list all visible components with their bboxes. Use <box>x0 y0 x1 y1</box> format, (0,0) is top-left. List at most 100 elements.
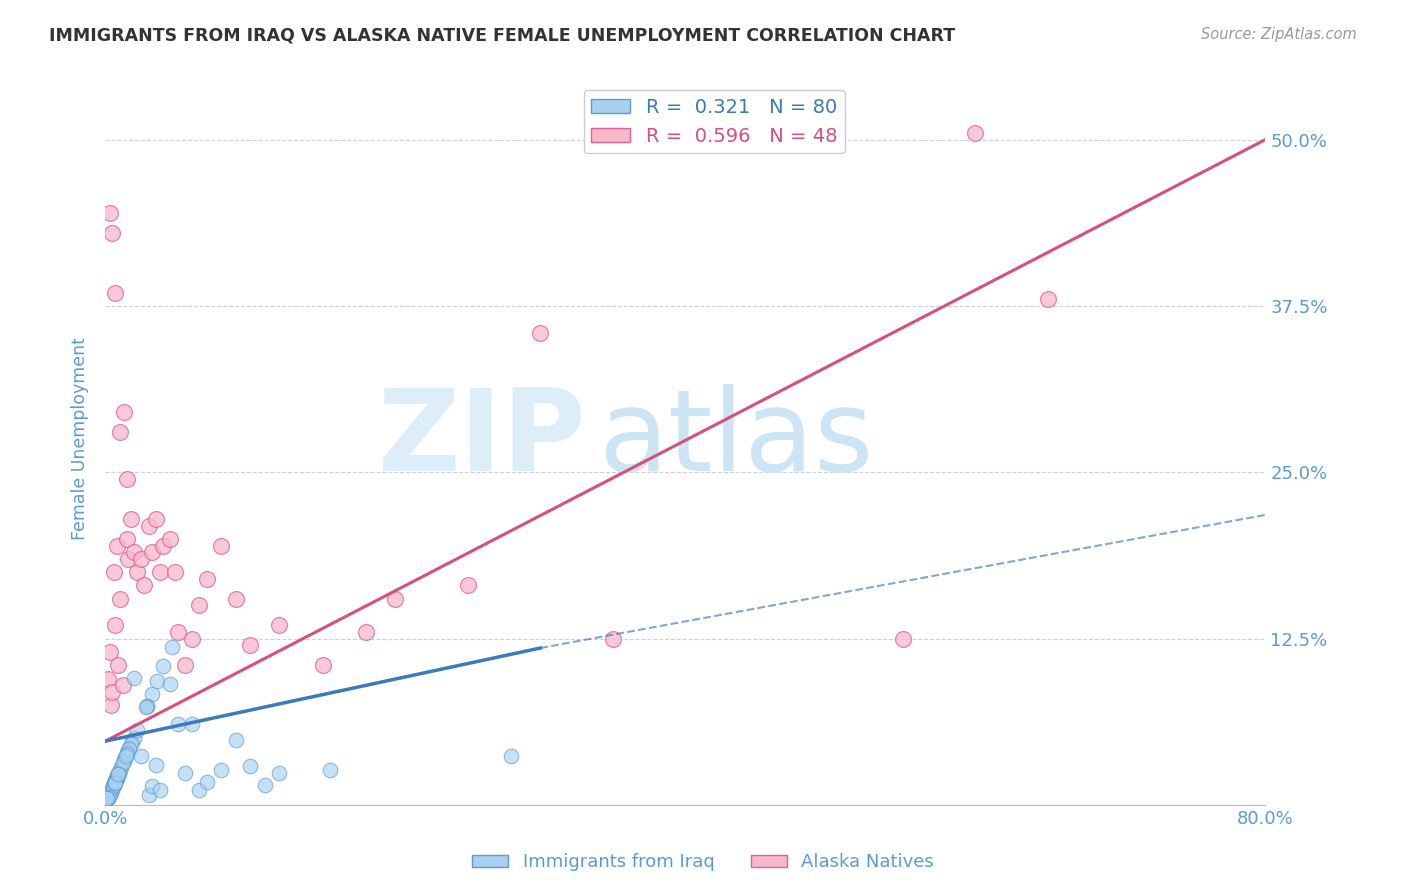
Point <box>138 788 160 802</box>
Point <box>501 748 523 763</box>
Point <box>107 766 129 780</box>
Point <box>104 775 127 789</box>
Point <box>111 756 134 771</box>
Point <box>152 659 174 673</box>
Point <box>136 698 159 713</box>
Point <box>117 551 139 566</box>
Point <box>96 791 118 805</box>
Point <box>134 578 156 592</box>
Point <box>103 565 125 579</box>
Point <box>1036 292 1059 306</box>
Point <box>135 700 157 714</box>
Point <box>101 780 124 794</box>
Point <box>107 658 129 673</box>
Point <box>100 785 122 799</box>
Point <box>239 759 262 773</box>
Point <box>118 740 141 755</box>
Point <box>108 763 131 777</box>
Point <box>105 769 128 783</box>
Point <box>104 285 127 300</box>
Point <box>114 752 136 766</box>
Point <box>114 751 136 765</box>
Point <box>98 206 121 220</box>
Point <box>965 126 987 140</box>
Point <box>181 632 204 646</box>
Point <box>174 658 197 673</box>
Point <box>159 676 181 690</box>
Point <box>136 698 159 713</box>
Text: Source: ZipAtlas.com: Source: ZipAtlas.com <box>1201 27 1357 42</box>
Point <box>105 771 128 785</box>
Point <box>122 545 145 559</box>
Point <box>107 767 129 781</box>
Point <box>195 572 218 586</box>
Point <box>117 745 139 759</box>
Point <box>101 685 124 699</box>
Point <box>253 778 276 792</box>
Point <box>107 767 129 781</box>
Point <box>108 591 131 606</box>
Point <box>181 717 204 731</box>
Point <box>117 746 139 760</box>
Point <box>103 778 125 792</box>
Point <box>100 698 122 713</box>
Point <box>96 791 118 805</box>
Point <box>110 760 132 774</box>
Point <box>103 776 125 790</box>
Point <box>111 678 134 692</box>
Point <box>121 735 143 749</box>
Point <box>112 405 135 419</box>
Point <box>131 551 153 566</box>
Point <box>225 732 247 747</box>
Point <box>97 791 120 805</box>
Point <box>239 638 262 652</box>
Point <box>104 773 127 788</box>
Point <box>98 789 121 803</box>
Point <box>166 716 188 731</box>
Point <box>105 772 128 786</box>
Text: IMMIGRANTS FROM IRAQ VS ALASKA NATIVE FEMALE UNEMPLOYMENT CORRELATION CHART: IMMIGRANTS FROM IRAQ VS ALASKA NATIVE FE… <box>49 27 955 45</box>
Point <box>98 787 121 801</box>
Point <box>103 779 125 793</box>
Point <box>97 672 120 686</box>
Point <box>149 782 172 797</box>
Point <box>174 765 197 780</box>
Point <box>100 785 122 799</box>
Point <box>103 776 125 790</box>
Point <box>120 738 142 752</box>
Point <box>115 747 138 761</box>
Text: atlas: atlas <box>599 384 873 494</box>
Point <box>104 775 127 789</box>
Point <box>104 772 127 787</box>
Point <box>127 565 149 579</box>
Point <box>97 789 120 804</box>
Point <box>152 539 174 553</box>
Point <box>101 779 124 793</box>
Point <box>100 782 122 797</box>
Point <box>891 632 914 646</box>
Point <box>122 731 145 745</box>
Point <box>138 518 160 533</box>
Point <box>107 767 129 781</box>
Point <box>529 326 551 340</box>
Point <box>100 784 122 798</box>
Point <box>188 783 211 797</box>
Point <box>96 791 118 805</box>
Point <box>104 774 127 789</box>
Point <box>195 774 218 789</box>
Y-axis label: Female Unemployment: Female Unemployment <box>72 337 89 541</box>
Point <box>115 748 138 763</box>
Point <box>96 791 118 805</box>
Point <box>269 618 291 632</box>
Point <box>101 226 124 240</box>
Point <box>104 773 127 788</box>
Legend: Immigrants from Iraq, Alaska Natives: Immigrants from Iraq, Alaska Natives <box>465 847 941 879</box>
Point <box>115 472 138 486</box>
Point <box>160 640 183 654</box>
Point <box>145 757 167 772</box>
Point <box>141 780 163 794</box>
Point <box>103 779 125 793</box>
Point <box>145 512 167 526</box>
Point <box>118 742 141 756</box>
Legend: R =  0.321   N = 80, R =  0.596   N = 48: R = 0.321 N = 80, R = 0.596 N = 48 <box>583 90 845 153</box>
